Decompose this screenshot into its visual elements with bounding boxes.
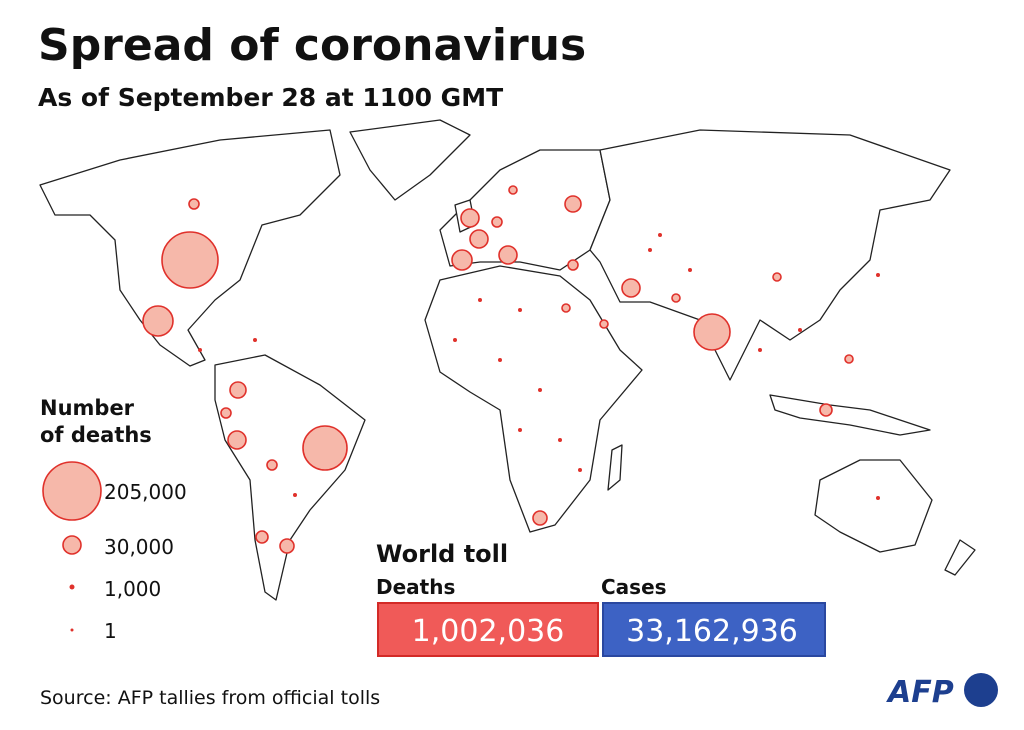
legend-symbol <box>62 535 82 555</box>
legend-symbol <box>70 628 74 632</box>
deaths-value: 1,002,036 <box>412 614 565 649</box>
legend-symbol <box>69 584 75 590</box>
legend: Number of deaths 205,000 30,000 1,000 1 <box>40 396 187 643</box>
legend-title: Number <box>40 396 135 420</box>
cases-label: Cases <box>601 575 667 599</box>
logo-circle <box>964 673 998 707</box>
logo: AFP <box>886 673 998 710</box>
title: Spread of coronavirus <box>38 20 586 71</box>
world-toll: World toll Deaths Cases 1,002,036 33,162… <box>376 540 826 657</box>
deaths-box <box>377 602 599 657</box>
deaths-label: Deaths <box>376 575 455 599</box>
logo-text: AFP <box>886 675 954 710</box>
toll-title: World toll <box>376 540 508 568</box>
legend-title: of deaths <box>40 423 152 447</box>
death-bubbles <box>142 185 880 554</box>
subtitle: As of September 28 at 1100 GMT <box>38 83 503 112</box>
legend-label: 1,000 <box>104 577 161 601</box>
source: Source: AFP tallies from official tolls <box>40 687 380 709</box>
legend-label: 205,000 <box>104 480 187 504</box>
cases-value: 33,162,936 <box>626 614 798 649</box>
legend-label: 30,000 <box>104 535 174 559</box>
legend-label: 1 <box>104 619 117 643</box>
legend-symbol <box>42 461 102 521</box>
cases-box <box>602 602 826 657</box>
